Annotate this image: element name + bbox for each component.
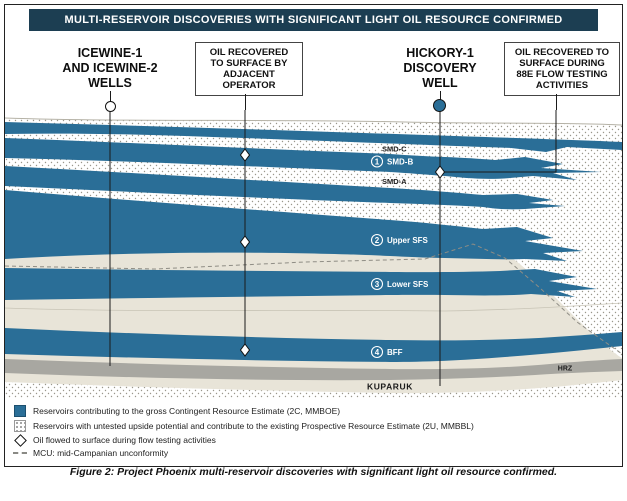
banner-title: MULTI-RESERVOIR DISCOVERIES WITH SIGNIFI… (29, 9, 598, 31)
intra-beige-contour-line (5, 302, 622, 312)
flow-test-connector-line (440, 110, 557, 173)
hickory-well-marker (433, 99, 446, 112)
layer-label-lower-sfs: Lower SFS (387, 280, 429, 289)
layer-label-smd-b: SMD-B (387, 158, 413, 167)
upside-potential-zone-lower (5, 380, 622, 398)
reservoir-smd-a (5, 166, 565, 210)
layer-number-1: 1 (375, 158, 380, 167)
layer-label-smd-c: SMD-C (382, 145, 407, 154)
diamond-icon (13, 433, 27, 447)
legend-item-label: Reservoirs contributing to the gross Con… (33, 406, 341, 416)
layer-label-hrz: HRZ (558, 366, 573, 373)
figure-frame: MULTI-RESERVOIR DISCOVERIES WITH SIGNIFI… (4, 4, 623, 467)
diagram-header: ICEWINE-1 AND ICEWINE-2 WELLS OIL RECOVE… (5, 34, 622, 112)
reservoir-bff (5, 328, 622, 362)
legend-item-mcu: MCU: mid-Campanian unconformity (13, 448, 614, 458)
layer-number-3: 3 (375, 280, 380, 289)
legend-item-prospective: Reservoirs with untested upside potentia… (13, 420, 614, 432)
dashed-line-icon (13, 452, 27, 454)
oil-flow-diamond (239, 343, 251, 357)
icewine-well-stub-line (110, 91, 111, 102)
legend-item-label: Oil flowed to surface during flow testin… (33, 435, 216, 445)
legend-item-label: MCU: mid-Campanian unconformity (33, 448, 169, 458)
layer-number-circle-4 (370, 345, 384, 359)
layer-number-2: 2 (375, 236, 380, 245)
adjacent-operator-stub-line (245, 94, 246, 110)
layer-number-4: 4 (375, 348, 380, 357)
reservoir-smd-c (5, 122, 622, 152)
oil-flow-diamond (239, 148, 251, 162)
cross-section-svg: SMD-C 1 SMD-B SMD-A 2 Upper SFS 3 Lower … (5, 110, 622, 398)
layer-label-bff: BFF (387, 348, 403, 357)
icewine-well-marker (105, 101, 116, 112)
layer-label-smd-a: SMD-A (382, 177, 407, 186)
oil-flow-diamond (434, 165, 446, 179)
flow-testing-stub-line (556, 94, 557, 110)
flow-testing-callout: OIL RECOVERED TO SURFACE DURING 88E FLOW… (504, 42, 620, 96)
legend: Reservoirs contributing to the gross Con… (5, 398, 622, 466)
adjacent-operator-callout: OIL RECOVERED TO SURFACE BY ADJACENT OPE… (195, 42, 303, 96)
reservoir-upper-sfs (5, 190, 583, 261)
mcu-dashed-line (5, 243, 622, 355)
layer-number-circle-3 (370, 277, 384, 291)
icewine-wells-label: ICEWINE-1 AND ICEWINE-2 WELLS (62, 46, 158, 90)
dotted-square-icon (13, 420, 27, 432)
surface-line (5, 117, 622, 126)
legend-item-oil-flowed: Oil flowed to surface during flow testin… (13, 433, 614, 447)
legend-item-contingent: Reservoirs contributing to the gross Con… (13, 405, 614, 417)
blue-square-icon (13, 405, 27, 417)
hickory-well-label: HICKORY-1 DISCOVERY WELL (403, 46, 477, 90)
hrz-band (5, 359, 622, 381)
layer-label-upper-sfs: Upper SFS (387, 236, 429, 245)
oil-flow-diamond (239, 235, 251, 249)
layer-label-kuparuk: KUPARUK (367, 382, 413, 392)
layer-number-circle-1 (370, 155, 384, 168)
legend-item-label: Reservoirs with untested upside potentia… (33, 421, 474, 431)
figure-caption: Figure 2: Project Phoenix multi-reservoi… (69, 466, 558, 478)
reservoir-lower-sfs (5, 268, 597, 300)
layer-number-circle-2 (370, 233, 384, 247)
hickory-well-stub-line (440, 91, 441, 100)
reservoir-smd-b (5, 138, 601, 180)
